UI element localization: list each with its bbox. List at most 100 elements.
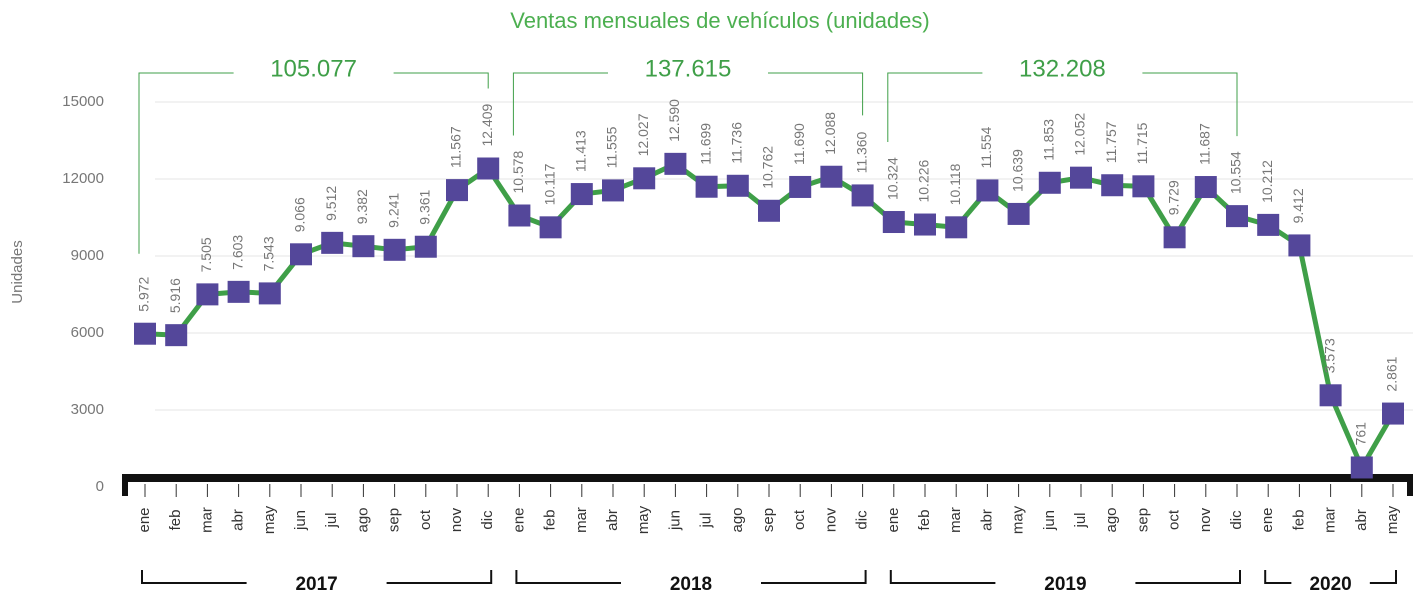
x-tick-label: may — [1010, 505, 1027, 534]
data-label: 5.972 — [136, 276, 152, 311]
y-tick-label: 12000 — [62, 170, 104, 187]
data-label: 10.118 — [947, 163, 963, 205]
data-label: 11.736 — [729, 122, 745, 164]
marker — [258, 282, 281, 305]
year-bracket — [141, 570, 493, 584]
marker — [664, 152, 687, 175]
data-label: 11.699 — [697, 123, 713, 165]
data-label: 9.382 — [354, 189, 370, 224]
marker — [508, 204, 531, 227]
x-tick-label: jun — [666, 510, 683, 531]
total-bracket — [887, 72, 1238, 143]
marker — [414, 235, 437, 258]
x-tick-label: sep — [386, 508, 403, 532]
x-tick-label: ene — [885, 507, 902, 532]
x-tick-label: nov — [448, 507, 465, 532]
x-tick-label: may — [1384, 505, 1401, 534]
marker — [945, 216, 968, 239]
x-tick-label: ago — [1103, 507, 1120, 532]
marker — [726, 174, 749, 197]
data-label: 7.603 — [229, 235, 245, 270]
data-label: 761 — [1353, 422, 1369, 446]
x-tick-label: oct — [417, 509, 434, 530]
data-label: 9.361 — [417, 189, 433, 224]
year-total: 105.077 — [270, 55, 357, 82]
data-label: 11.567 — [448, 126, 464, 168]
x-tick-label: feb — [542, 510, 559, 531]
marker — [227, 280, 250, 303]
x-tick-label: mar — [947, 507, 964, 533]
y-tick-label: 3000 — [71, 401, 104, 418]
year-label: 2017 — [295, 574, 337, 595]
x-tick-label: jun — [1041, 510, 1058, 531]
marker — [1319, 384, 1342, 407]
data-label: 10.226 — [916, 159, 932, 202]
data-label: 11.757 — [1103, 121, 1119, 163]
marker — [1257, 213, 1280, 236]
marker — [134, 322, 156, 345]
x-tick-label: jul — [1072, 512, 1089, 528]
x-tick-label: jul — [323, 512, 340, 528]
y-tick-label: 6000 — [71, 324, 104, 341]
marker — [290, 243, 312, 266]
x-tick-label: sep — [760, 508, 777, 532]
data-label: 11.360 — [853, 131, 869, 173]
marker — [1288, 234, 1311, 257]
marker — [882, 211, 905, 234]
marker — [1226, 205, 1248, 228]
year-label: 2018 — [670, 574, 712, 595]
x-tick-label: may — [261, 505, 278, 534]
data-label: 12.088 — [822, 112, 838, 155]
data-label: 12.409 — [479, 103, 495, 146]
marker — [976, 179, 999, 202]
data-label: 11.554 — [978, 126, 994, 168]
x-tick-label: oct — [1166, 509, 1183, 530]
data-label: 11.690 — [791, 123, 807, 165]
marker — [1007, 202, 1030, 225]
data-label: 10.324 — [885, 157, 901, 200]
data-label: 10.554 — [1228, 151, 1244, 194]
x-tick-label: mar — [573, 507, 590, 533]
x-tick-label: may — [635, 505, 652, 534]
marker — [820, 165, 843, 188]
data-label: 11.555 — [604, 126, 620, 168]
year-total: 132.208 — [1019, 55, 1106, 82]
marker — [1101, 174, 1124, 197]
marker — [789, 175, 812, 198]
marker — [570, 183, 593, 206]
marker — [758, 199, 780, 222]
data-label: 11.853 — [1041, 119, 1057, 161]
marker — [1350, 456, 1373, 479]
data-label: 12.052 — [1072, 113, 1088, 156]
data-label: 10.762 — [760, 146, 776, 189]
marker — [165, 324, 188, 347]
total-bracket — [512, 72, 864, 136]
y-tick-label: 15000 — [62, 93, 104, 110]
marker — [1382, 402, 1404, 425]
data-label: 9.512 — [323, 186, 339, 221]
marker — [1194, 176, 1217, 199]
data-label: 9.729 — [1165, 180, 1181, 215]
data-label: 11.687 — [1197, 123, 1213, 165]
data-label: 12.590 — [666, 99, 682, 142]
data-label: 10.212 — [1259, 160, 1275, 203]
x-tick-label: nov — [822, 507, 839, 532]
marker — [1070, 166, 1092, 189]
data-label: 3.573 — [1321, 338, 1337, 373]
x-tick-label: abr — [978, 509, 995, 531]
data-label: 12.027 — [635, 113, 651, 156]
data-label: 11.715 — [1134, 122, 1150, 164]
x-tick-label: dic — [1228, 510, 1245, 530]
data-label: 5.916 — [167, 278, 183, 313]
data-label: 10.578 — [510, 150, 526, 193]
x-tick-label: oct — [791, 509, 808, 530]
x-axis-end — [1407, 474, 1413, 496]
x-tick-label: dic — [479, 510, 496, 530]
marker — [695, 175, 718, 198]
data-label: 10.117 — [541, 163, 557, 205]
x-tick-label: jul — [698, 512, 715, 528]
marker — [851, 184, 874, 207]
marker — [539, 216, 562, 239]
marker — [477, 157, 500, 180]
